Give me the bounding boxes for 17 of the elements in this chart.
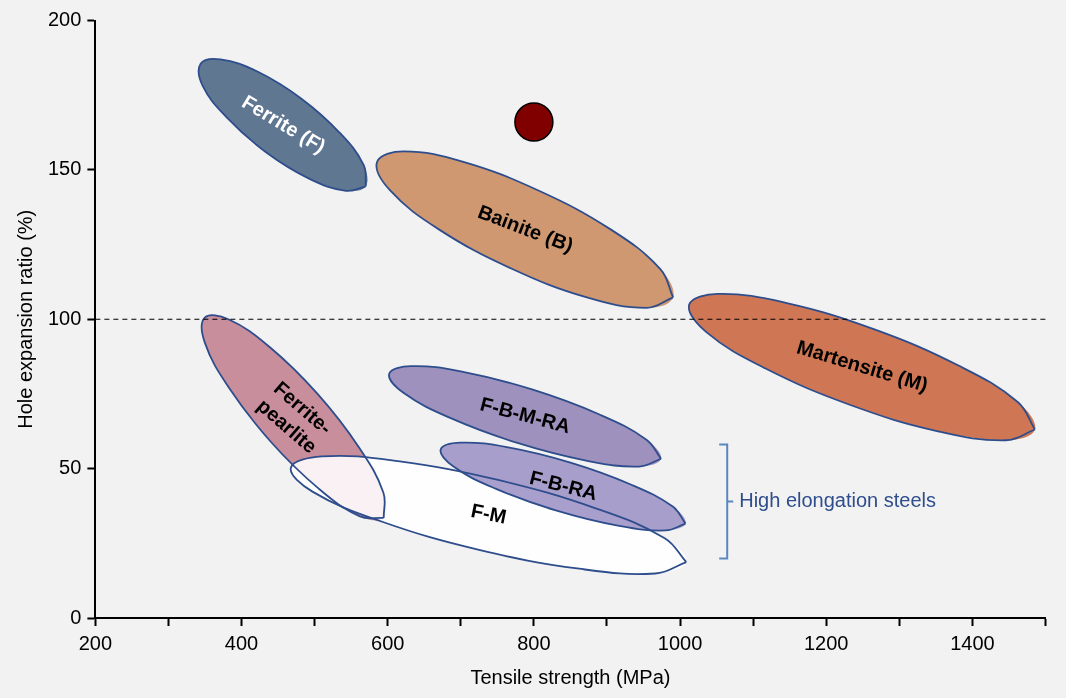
y-tick-label: 100 [47,306,82,329]
y-tick-label: 0 [70,605,82,628]
x-tick-label: 200 [78,631,113,654]
x-tick-label: 600 [371,631,405,654]
y-tick-label: 150 [47,157,82,180]
x-tick-label: 1000 [657,631,703,654]
y-tick-label: 50 [59,456,82,479]
x-tick-label: 800 [517,631,551,654]
x-axis-title: Tensile strength (MPa) [470,665,671,688]
y-axis-title: Hole expansion ratio (%) [13,209,36,429]
series-label: F-M [469,499,509,528]
series-label: F-B-RA [527,465,600,505]
annotation: High elongation steels [739,489,936,511]
x-tick-label: 400 [224,631,259,654]
y-tick-label: 200 [47,8,82,31]
x-tick-label: 1400 [950,631,995,654]
x-tick-label: 1200 [803,631,849,654]
